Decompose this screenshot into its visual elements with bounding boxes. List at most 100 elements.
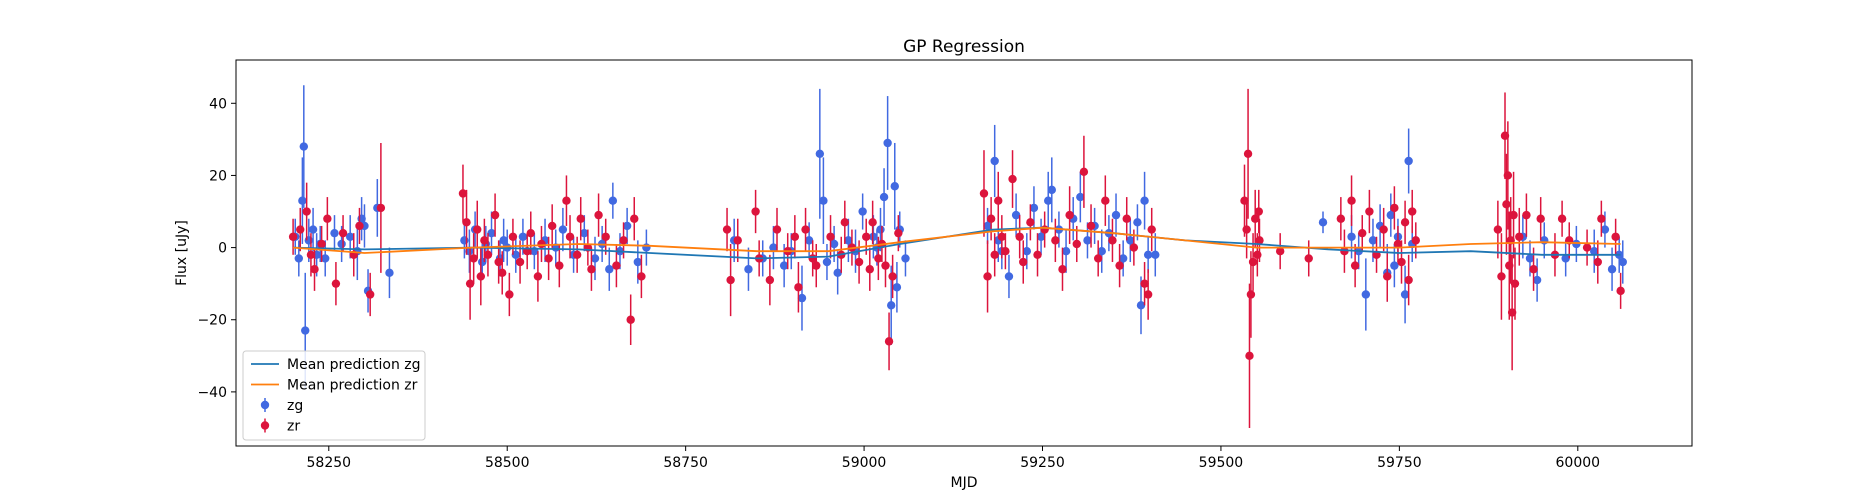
data-point [1397,257,1406,267]
data-point [1347,232,1356,241]
data-point [1515,232,1524,241]
data-point [1036,232,1046,241]
data-point [1368,236,1378,245]
x-tick-label: 59250 [1020,455,1065,471]
data-point [829,239,839,249]
data-point [612,261,621,270]
data-point [1047,185,1056,195]
data-point [765,275,775,285]
data-point [1572,239,1581,249]
data-point [1561,254,1570,263]
data-point [772,225,782,234]
data-point [622,221,632,231]
data-point [794,283,803,292]
data-point [526,228,535,238]
data-point [1365,207,1374,216]
data-point [1611,232,1620,241]
data-point [1275,246,1285,256]
data-point [355,221,364,231]
data-point [979,189,989,198]
x-tick-label: 59750 [1377,455,1422,471]
data-point [894,228,903,238]
y-tick-label: 40 [209,96,227,112]
data-point [462,218,471,227]
data-point [296,225,305,234]
data-point [854,257,864,267]
data-point [1242,225,1251,234]
data-point [321,254,330,263]
data-point [302,207,311,216]
data-point [515,257,525,267]
data-point [1304,254,1313,263]
data-point [608,196,618,205]
data-point [876,225,885,234]
data-point [304,236,313,245]
data-point [1529,265,1538,274]
data-point [1044,196,1053,205]
data-point [1065,210,1074,220]
data-point [1607,265,1617,274]
data-point [544,254,553,263]
data-point [1393,239,1403,249]
data-point [1255,236,1264,245]
data-point [323,214,332,223]
data-point [815,149,825,158]
data-point [769,243,778,252]
y-axis: −40 −20 0 20 40 [197,96,236,401]
x-tick-label: 58250 [307,455,352,471]
data-point [1022,246,1032,256]
data-point [1143,290,1153,299]
data-point [994,196,1003,205]
x-tick-label: 58500 [485,455,530,471]
data-point [865,265,874,274]
data-point [892,283,902,292]
data-point [460,236,469,245]
data-point [385,268,394,278]
data-point [1340,246,1349,256]
data-point [1497,272,1506,281]
data-point [862,232,871,241]
data-point [997,232,1007,241]
data-point [298,196,307,205]
data-point [1115,261,1124,270]
data-point [1493,225,1503,234]
data-point [1557,214,1567,223]
legend-entry: zg [260,398,303,414]
data-point [1026,218,1035,227]
data-point [1040,225,1049,234]
legend-label: Mean prediction zr [287,378,418,394]
data-point [365,290,375,299]
data-point [1079,167,1089,177]
data-point [1086,221,1096,231]
data-point [1140,196,1149,205]
data-point [558,225,568,234]
data-point [744,265,753,274]
data-point [1051,236,1060,245]
data-point [626,315,635,324]
data-point [301,326,310,335]
data-point [601,232,610,241]
data-point [1404,275,1413,285]
x-tick-label: 59500 [1199,455,1244,471]
data-point [1004,272,1014,281]
data-point [1126,236,1135,245]
data-point [580,228,589,238]
data-point [1083,236,1092,245]
data-point [1251,214,1260,223]
data-point [881,261,890,270]
data-point [1500,131,1510,140]
data-point [751,207,760,216]
data-point [494,257,503,267]
data-point [983,221,992,231]
data-point [1253,250,1262,260]
data-point [565,232,575,241]
y-axis-label: Flux [uJy] [174,220,190,286]
data-point [533,272,543,281]
data-point [874,254,883,263]
data-point [555,261,564,270]
data-point [1525,254,1535,263]
data-point [306,250,316,260]
data-point [642,243,651,252]
data-point [518,232,528,241]
data-point [983,272,992,281]
